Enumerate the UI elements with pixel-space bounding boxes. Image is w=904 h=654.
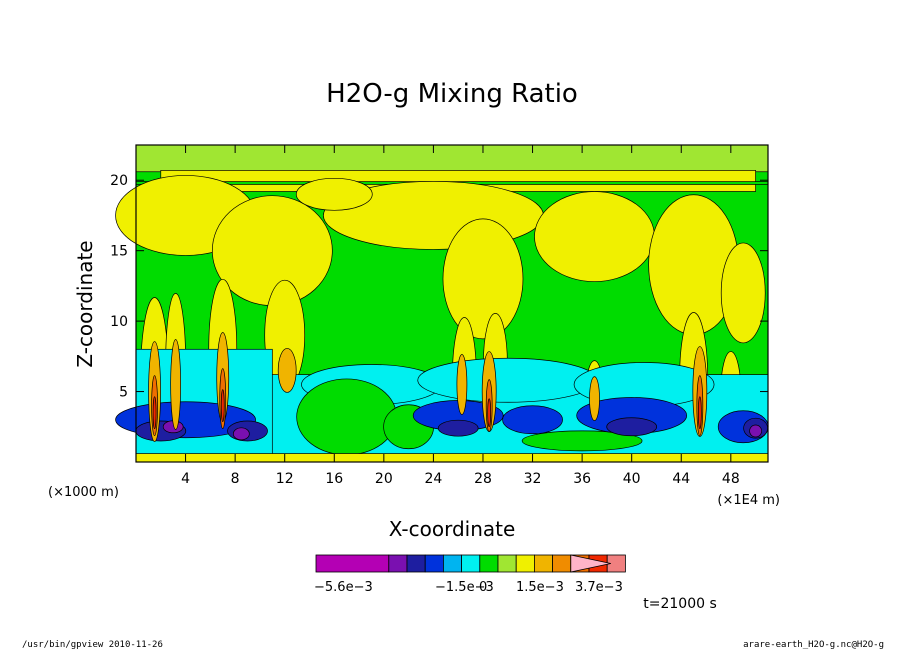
y-tick-label: 15 bbox=[110, 244, 128, 260]
contour-region bbox=[521, 430, 643, 452]
contour-region bbox=[277, 348, 297, 393]
contour-region bbox=[442, 218, 524, 340]
x-tick-label: 24 bbox=[424, 471, 442, 487]
colorbar-swatch bbox=[461, 554, 481, 573]
colorbar-label: 1.5e−3 bbox=[516, 580, 564, 595]
plot-frame bbox=[135, 144, 769, 463]
x-tick-label: 20 bbox=[375, 471, 393, 487]
contour-region bbox=[589, 376, 600, 421]
x-tick-label: 32 bbox=[524, 471, 542, 487]
colorbar-label: −5.6e−3 bbox=[314, 580, 373, 595]
y-tick-label: 20 bbox=[110, 173, 128, 189]
contour-region bbox=[502, 405, 563, 435]
contour-region bbox=[296, 378, 398, 456]
colorbar-swatch bbox=[534, 554, 554, 573]
colorbar-labels: −5.6e−3 −1.5e−30 1.5e−3 3.7e−3 bbox=[314, 580, 623, 595]
x-tick-label: 16 bbox=[325, 471, 343, 487]
footer-left: /usr/bin/gpview 2010-11-26 bbox=[22, 640, 163, 650]
colorbar-swatch bbox=[552, 554, 572, 573]
y-tick-label: 10 bbox=[110, 314, 128, 330]
colorbar-swatch bbox=[315, 554, 390, 573]
x-tick-label: 28 bbox=[474, 471, 492, 487]
colorbar-swatch bbox=[497, 554, 517, 573]
colorbar-swatch bbox=[406, 554, 426, 573]
contour-region bbox=[437, 419, 479, 437]
x-tick-label: 44 bbox=[672, 471, 690, 487]
footer-right: arare-earth_H2O-g.nc@H2O-g bbox=[743, 640, 884, 650]
x-tick-label: 48 bbox=[722, 471, 740, 487]
contour-region bbox=[487, 398, 492, 428]
x-tick-label: 12 bbox=[276, 471, 294, 487]
colorbar-swatch bbox=[515, 554, 535, 573]
colorbar-swatch bbox=[388, 554, 408, 573]
colorbar-swatch bbox=[424, 554, 444, 573]
contour-region bbox=[232, 427, 250, 441]
contour-band bbox=[135, 144, 769, 173]
y-axis-ticks: 5 10 15 20 bbox=[110, 173, 768, 401]
contour-region bbox=[749, 424, 762, 438]
contour-fields bbox=[115, 144, 769, 463]
contour-region bbox=[152, 396, 157, 430]
plot-area bbox=[115, 144, 769, 463]
contour-band bbox=[135, 453, 769, 463]
contour-region bbox=[606, 417, 658, 437]
contour-region bbox=[220, 389, 225, 422]
contour-region bbox=[417, 357, 599, 403]
x-tick-label: 40 bbox=[623, 471, 641, 487]
x-axis-ticks: 4 8 12 16 20 24 28 32 36 40 44 48 bbox=[181, 145, 740, 487]
chart-title: H2O-g Mixing Ratio bbox=[326, 79, 578, 109]
colorbar-label: 3.7e−3 bbox=[575, 580, 623, 595]
colorbar-swatch bbox=[442, 554, 462, 573]
x-axis-label: X-coordinate bbox=[389, 517, 516, 541]
contour-region bbox=[697, 396, 702, 430]
contour-region bbox=[456, 354, 468, 415]
contour-region bbox=[534, 191, 655, 282]
colorbar-label: −1.5e−3 bbox=[435, 580, 494, 595]
x-axis-unit-left: (×1000 m) bbox=[48, 485, 119, 500]
colorbar-label: 0 bbox=[479, 580, 487, 595]
y-axis-label: Z-coordinate bbox=[73, 240, 97, 367]
time-annotation: t=21000 s bbox=[643, 596, 717, 612]
contour-region bbox=[295, 177, 373, 211]
x-axis-unit-right: (×1E4 m) bbox=[717, 493, 780, 508]
y-tick-label: 5 bbox=[119, 385, 128, 401]
x-tick-label: 36 bbox=[573, 471, 591, 487]
x-tick-label: 4 bbox=[181, 471, 190, 487]
colorbar-swatch bbox=[479, 554, 499, 573]
contour-region bbox=[170, 339, 182, 430]
colorbar-arrow bbox=[570, 554, 611, 573]
contour-region bbox=[720, 242, 766, 344]
x-tick-label: 8 bbox=[231, 471, 240, 487]
colorbar bbox=[315, 554, 626, 573]
